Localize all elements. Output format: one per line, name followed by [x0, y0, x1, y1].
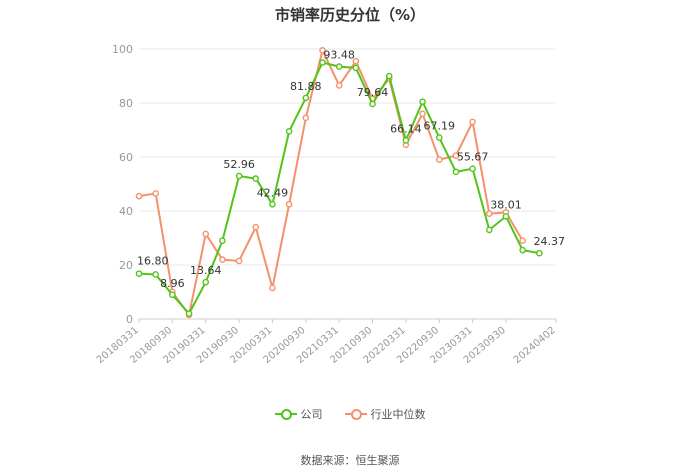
data-label: 52.96 — [223, 158, 255, 171]
data-label: 67.19 — [423, 120, 455, 133]
data-source: 数据来源：恒生聚源 — [300, 454, 400, 467]
data-point-company — [235, 172, 243, 180]
data-point-industry-median — [519, 237, 526, 244]
data-point-company — [435, 134, 443, 141]
data-point-company — [519, 246, 526, 254]
data-point-company — [202, 278, 210, 286]
data-point-industry-median — [202, 230, 210, 238]
data-point-company — [269, 200, 276, 208]
data-point-company — [335, 63, 343, 70]
data-point-company — [502, 213, 510, 220]
series-line-industry-median — [138, 49, 524, 316]
data-point-industry-median — [435, 156, 443, 163]
data-label: 79.64 — [357, 86, 389, 99]
data-label: 16.80 — [137, 255, 169, 268]
data-point-company — [302, 94, 310, 102]
data-point-company — [352, 64, 360, 72]
data-label: 13.64 — [190, 264, 222, 277]
chart-title: 市销率历史分位（%） — [274, 6, 426, 24]
y-tick-label: 80 — [119, 97, 133, 110]
y-tick-label: 60 — [119, 151, 133, 164]
data-point-industry-median — [335, 82, 343, 89]
data-point-industry-median — [319, 47, 326, 54]
data-label: 8.96 — [160, 277, 185, 290]
data-point-industry-median — [269, 284, 276, 292]
data-point-company — [485, 226, 493, 234]
data-label: 38.01 — [490, 198, 522, 211]
legend: 公司 行业中位数 — [0, 406, 700, 422]
data-point-industry-median — [152, 190, 159, 197]
data-point-industry-median — [419, 110, 426, 118]
data-label: 42.49 — [257, 186, 289, 199]
data-point-company — [385, 72, 393, 80]
data-point-industry-median — [285, 200, 293, 208]
data-point-industry-median — [469, 118, 476, 126]
data-point-company — [452, 168, 460, 176]
data-point-industry-median — [302, 114, 310, 122]
data-point-company — [402, 137, 410, 144]
data-point-company — [252, 175, 260, 182]
data-label: 24.37 — [534, 235, 566, 248]
data-label: 81.88 — [290, 80, 322, 93]
data-point-company — [152, 271, 159, 278]
x-tick-label: 20240402 — [512, 325, 558, 366]
legend-swatch-industry-median — [344, 408, 367, 420]
data-label: 66.14 — [390, 122, 422, 135]
data-point-industry-median — [452, 152, 460, 159]
data-point-industry-median — [235, 257, 243, 265]
legend-swatch-company — [274, 408, 297, 420]
y-tick-label: 0 — [126, 313, 133, 326]
y-tick-label: 40 — [119, 205, 133, 218]
legend-label-industry-median: 行业中位数 — [370, 408, 426, 421]
data-point-industry-median — [352, 57, 360, 65]
data-point-company — [536, 249, 543, 257]
y-tick-label: 100 — [112, 43, 133, 56]
legend-label-company: 公司 — [300, 408, 323, 421]
data-point-industry-median — [485, 210, 493, 217]
data-point-company — [219, 237, 226, 244]
data-point-company — [369, 100, 376, 108]
data-point-company — [469, 165, 476, 172]
data-point-company — [135, 270, 143, 277]
legend-item-industry-median[interactable]: 行业中位数 — [344, 406, 426, 422]
legend-item-company[interactable]: 公司 — [274, 406, 323, 422]
data-point-industry-median — [135, 192, 143, 200]
data-point-company — [185, 310, 193, 317]
data-label: 93.48 — [323, 49, 355, 62]
data-point-company — [419, 98, 426, 105]
data-point-industry-median — [219, 256, 226, 263]
data-point-company — [169, 291, 176, 299]
data-label: 55.67 — [457, 151, 489, 164]
data-point-industry-median — [252, 223, 260, 231]
data-point-company — [285, 128, 293, 135]
data-point-company — [319, 59, 326, 66]
y-tick-label: 20 — [119, 259, 133, 272]
